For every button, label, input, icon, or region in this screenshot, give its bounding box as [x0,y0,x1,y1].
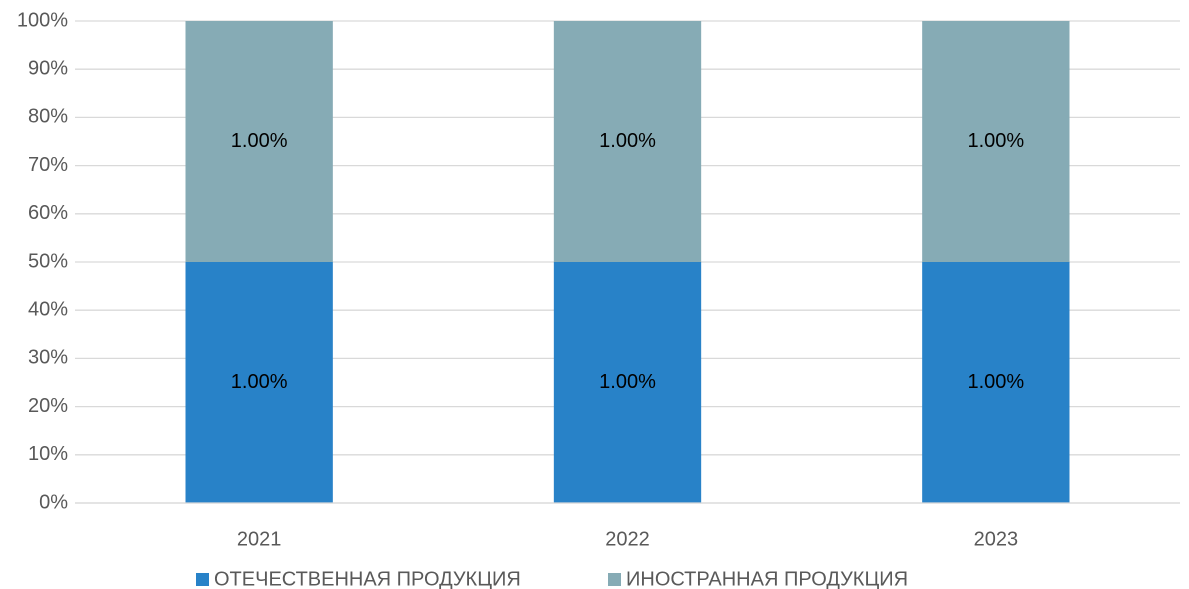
legend-label: ОТЕЧЕСТВЕННАЯ ПРОДУКЦИЯ [214,568,521,589]
x-tick-label: 2023 [974,528,1019,550]
data-label: 1.00% [599,371,656,393]
y-tick-label: 90% [28,57,68,79]
y-tick-label: 80% [28,106,68,128]
bar-segment [553,21,702,262]
y-tick-label: 60% [28,202,68,224]
y-tick-label: 40% [28,298,68,320]
data-label: 1.00% [231,371,288,393]
y-tick-label: 0% [39,491,68,513]
bar-segment [185,21,333,262]
y-tick-label: 50% [28,250,68,272]
bar-segment [185,262,333,503]
y-tick-label: 20% [28,395,68,417]
data-label: 1.00% [599,130,656,152]
x-tick-label: 2021 [237,528,282,550]
bar-segment [922,262,1070,503]
legend-swatch [608,573,621,586]
legend-swatch [196,573,209,586]
y-tick-label: 30% [28,347,68,369]
y-tick-label: 70% [28,154,68,176]
data-label: 1.00% [967,130,1024,152]
data-label: 1.00% [967,371,1024,393]
y-tick-label: 100% [17,9,68,31]
y-tick-label: 10% [28,443,68,465]
bar-segment [553,262,702,503]
bar-segment [922,21,1070,262]
legend-label: ИНОСТРАННАЯ ПРОДУКЦИЯ [626,568,908,589]
x-tick-label: 2022 [605,528,650,550]
data-label: 1.00% [231,130,288,152]
